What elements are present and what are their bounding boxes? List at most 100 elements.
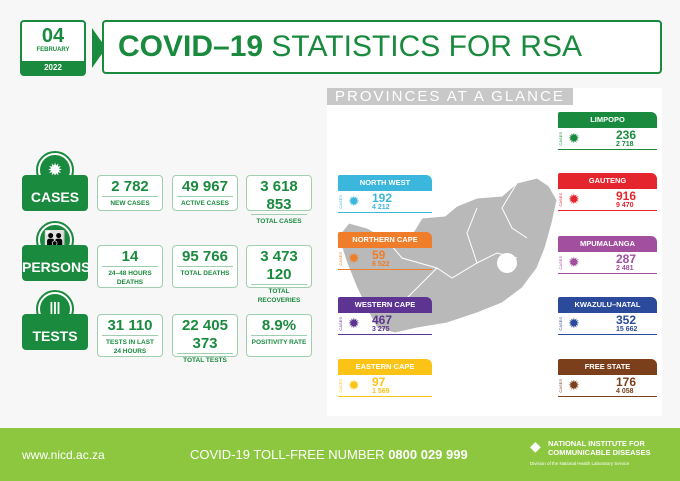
tollfree: COVID-19 TOLL-FREE NUMBER 0800 029 999 [190,447,468,462]
province-total-cases: 4 212 [372,204,390,211]
stat-label: TESTS IN LAST 24 HOURS [102,335,158,356]
date-month: FEBRUARY [36,47,70,53]
stat-value: 8.9% [261,317,297,334]
province-card: MPUMALANGA CASES ✹ 287 2 481 [558,236,657,274]
province-name: FREE STATE [558,359,657,375]
cases-label: CASES [558,256,563,270]
virus-icon: ✹ [568,254,580,270]
org-sub: Division of the National Health Laborato… [530,461,630,466]
cases-label: CASES [338,195,343,209]
stat-value: 31 110 [107,317,153,334]
category-label: CASES [22,175,88,211]
stat-value: 14 [121,248,139,265]
stat-card: 95 766 TOTAL DEATHS [172,245,238,288]
stat-label: POSITIVITY RATE [251,335,307,347]
province-name: GAUTENG [558,173,657,189]
stat-label: NEW CASES [102,196,158,208]
province-name: NORTHERN CAPE [338,232,432,248]
stat-label: TOTAL RECOVERIES [251,284,307,305]
province-new-cases: 192 [372,191,393,205]
stat-card: 22 405 373 TOTAL TESTS [172,314,238,364]
province-total-cases: 15 662 [616,326,638,333]
province-new-cases: 236 [616,128,637,142]
stat-label: TOTAL CASES [251,214,307,226]
province-card: LIMPOPO CASES ✹ 236 2 718 [558,112,657,150]
title-bold: COVID–19 [118,30,264,63]
province-name: NORTH WEST [338,175,432,191]
page-title: COVID–19 STATISTICS FOR RSA [102,20,662,74]
stat-label: TOTAL DEATHS [177,266,233,278]
cases-label: CASES [338,317,343,331]
province-total-cases: 2 718 [616,141,634,148]
province-total-cases: 4 058 [616,388,634,395]
province-total-cases: 9 470 [616,202,634,209]
virus-icon: ✹ [568,130,580,146]
website-link[interactable]: www.nicd.ac.za [22,448,105,462]
province-new-cases: 352 [616,313,637,327]
cases-label: CASES [558,132,563,146]
virus-icon: ✹ [568,191,580,207]
province-total-cases: 6 522 [372,261,390,268]
stat-card: 14 24–48 HOURS DEATHS [97,245,163,288]
cases-label: CASES [558,317,563,331]
province-name: MPUMALANGA [558,236,657,252]
stat-value: 49 967 [182,178,228,195]
stat-card: 8.9% POSITIVITY RATE [246,314,312,357]
org-line1: NATIONAL INSTITUTE FOR [548,439,645,448]
stat-label: ACTIVE CASES [177,196,233,208]
province-name: LIMPOPO [558,112,657,128]
category-label: PERSONS [22,245,90,281]
province-card: WESTERN CAPE CASES ✹ 467 3 275 [338,297,432,335]
cases-label: CASES [558,193,563,207]
province-new-cases: 287 [616,252,637,266]
provinces-title: PROVINCES AT A GLANCE [327,88,573,105]
province-card: EASTERN CAPE CASES ✹ 97 1 569 [338,359,432,397]
tollfree-number: 0800 029 999 [388,447,468,462]
virus-icon: ✹ [568,315,580,331]
stat-value: 2 782 [111,178,149,195]
cases-label: CASES [558,379,563,393]
stat-value: 3 473 120 [260,248,298,283]
province-name: KWAZULU–NATAL [558,297,657,313]
cases-label: CASES [338,252,343,266]
tollfree-label: COVID-19 TOLL-FREE NUMBER [190,447,385,462]
province-card: NORTHERN CAPE CASES ✹ 59 6 522 [338,232,432,270]
virus-icon: ✹ [348,377,360,393]
province-card: FREE STATE CASES ✹ 176 4 058 [558,359,657,397]
province-total-cases: 3 275 [372,326,390,333]
virus-icon: ✹ [568,377,580,393]
stat-card: 2 782 NEW CASES [97,175,163,211]
virus-icon: ✹ [348,250,360,266]
cases-label: CASES [338,379,343,393]
virus-icon: ✹ [348,193,360,209]
province-card: NORTH WEST CASES ✹ 192 4 212 [338,175,432,213]
stat-value: 95 766 [182,248,228,265]
stat-card: 31 110 TESTS IN LAST 24 HOURS [97,314,163,357]
province-new-cases: 59 [372,248,386,262]
stat-value: 3 618 853 [260,178,298,213]
nicd-logo-icon: ◆ [530,438,541,454]
province-new-cases: 176 [616,375,637,389]
title-rest: STATISTICS FOR RSA [263,30,582,63]
stat-card: 49 967 ACTIVE CASES [172,175,238,211]
stat-value: 22 405 373 [182,317,228,352]
date-badge: 04 FEBRUARY 2022 [20,20,86,76]
date-day: 04 [41,25,65,47]
stat-label: TOTAL TESTS [177,353,233,365]
category-label: TESTS [22,314,88,350]
footer: www.nicd.ac.za COVID-19 TOLL-FREE NUMBER… [0,428,680,481]
province-new-cases: 467 [372,313,393,327]
stat-card: 3 618 853 TOTAL CASES [246,175,312,225]
province-name: WESTERN CAPE [338,297,432,313]
org-name: NATIONAL INSTITUTE FOR COMMUNICABLE DISEA… [548,439,651,457]
stat-card: 3 473 120 TOTAL RECOVERIES [246,245,312,304]
province-new-cases: 916 [616,189,637,203]
org-line2: COMMUNICABLE DISEASES [548,448,651,457]
province-new-cases: 97 [372,375,386,389]
province-card: KWAZULU–NATAL CASES ✹ 352 15 662 [558,297,657,335]
province-name: EASTERN CAPE [338,359,432,375]
province-total-cases: 2 481 [616,265,634,272]
date-year: 2022 [22,61,84,74]
virus-icon: ✹ [348,315,360,331]
province-card: GAUTENG CASES ✹ 916 9 470 [558,173,657,211]
